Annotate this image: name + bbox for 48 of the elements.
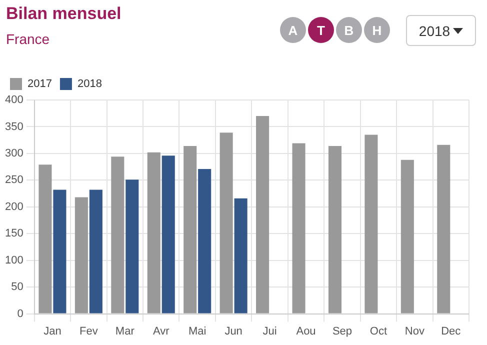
chart-title: Bilan mensuel: [6, 4, 122, 24]
text: A: [280, 17, 306, 43]
bar: [364, 134, 378, 314]
bar: [400, 160, 414, 314]
bar: [126, 180, 139, 314]
x-tick-label: Fev: [80, 325, 98, 338]
x-tick-label: Avr: [152, 325, 170, 338]
bar: [437, 144, 450, 314]
x-tick-label: Oct: [370, 325, 388, 338]
legend-label: 2018: [77, 78, 102, 90]
y-tick-label: 300: [4, 147, 24, 160]
bar: [220, 132, 233, 314]
bar: [162, 156, 175, 314]
bar: [147, 152, 160, 314]
y-tick-label: 150: [4, 228, 24, 240]
y-tick-label: 200: [4, 200, 24, 213]
bar: [234, 198, 248, 314]
bar: [38, 164, 52, 314]
x-tick-label: Jan: [44, 325, 62, 338]
bar: [111, 156, 124, 314]
y-tick-label: 400: [4, 94, 24, 106]
text: 2018: [418, 22, 450, 38]
bar: [198, 168, 212, 314]
legend-label: 2017: [28, 78, 52, 90]
text: T: [308, 17, 334, 43]
y-tick-label: 100: [4, 254, 24, 266]
bar: [328, 146, 342, 314]
x-tick-label: Mar: [115, 325, 135, 338]
x-tick-label: Aou: [296, 325, 316, 338]
chart-subtitle: France: [6, 31, 50, 47]
text: H: [364, 17, 390, 43]
bar: [292, 143, 306, 314]
x-tick-label: Mai: [188, 325, 206, 338]
bar: [53, 190, 66, 314]
x-tick-label: Nov: [404, 325, 425, 338]
x-tick-label: Sep: [332, 325, 352, 338]
y-tick-label: 50: [11, 281, 24, 294]
bar: [256, 116, 270, 314]
x-tick-label: Jui: [262, 325, 277, 338]
y-tick-label: 250: [4, 174, 24, 186]
bar: [184, 146, 197, 314]
y-tick-label: 0: [17, 308, 24, 320]
text: B: [336, 17, 362, 43]
bar: [74, 197, 88, 314]
y-tick-label: 350: [4, 120, 24, 133]
x-tick-label: Jun: [224, 325, 242, 338]
x-tick-label: Dec: [441, 325, 462, 338]
bar: [89, 190, 102, 314]
